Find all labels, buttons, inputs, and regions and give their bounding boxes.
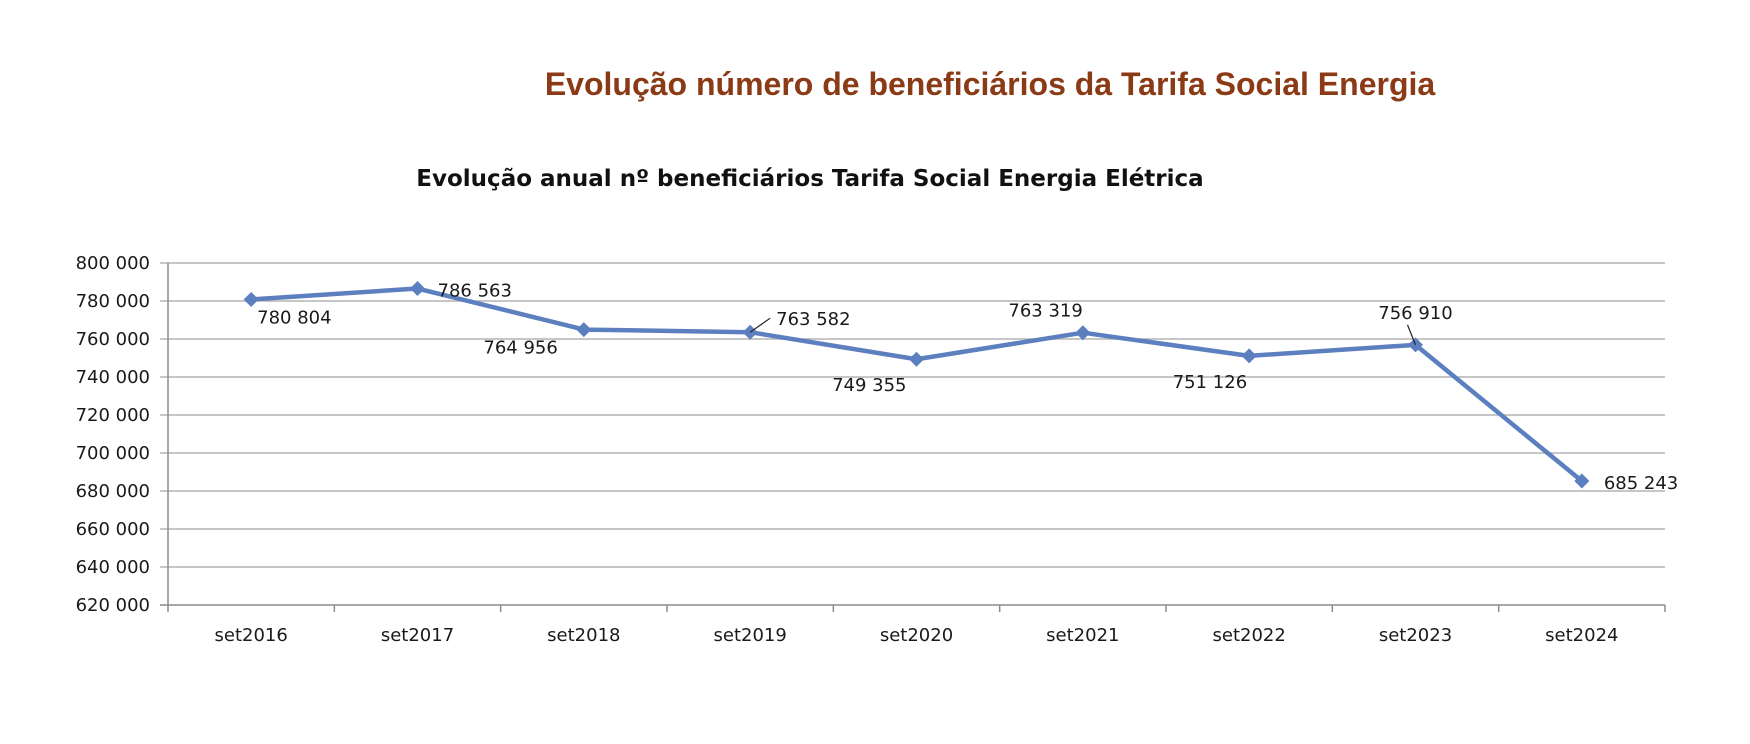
label-leader-line (1406, 324, 1417, 346)
x-axis-ticks: set2016 set2017 set2018 set2019 set2020 set20… (167, 605, 1666, 646)
x-tick-label: set2022 (1213, 625, 1286, 646)
x-tick-label: set2020 (880, 625, 953, 646)
data-label: 763 319 (1008, 301, 1082, 322)
x-tick-label: set2024 (1545, 625, 1618, 646)
data-point-marker (1574, 473, 1590, 489)
x-tick-label: set2016 (215, 625, 288, 646)
data-point-marker (1075, 325, 1091, 341)
data-label: 756 910 (1378, 303, 1452, 324)
data-label: 786 563 (438, 281, 512, 302)
y-tick-label: 620 000 (76, 595, 150, 616)
data-point-marker (1241, 348, 1257, 364)
data-label: 780 804 (257, 307, 331, 328)
y-tick-label: 700 000 (76, 443, 150, 464)
data-point-marker (909, 351, 924, 367)
x-tick-label: set2023 (1379, 625, 1452, 646)
page-heading: Evolução número de beneficiários da Tari… (544, 66, 1436, 102)
y-axis-ticks: 620 000 640 000 660 000 680 000 700 000 720 0… (76, 253, 150, 616)
data-label: 751 126 (1173, 372, 1247, 393)
x-tick-label: set2019 (714, 625, 787, 646)
y-tick-label: 640 000 (76, 557, 150, 578)
data-label: 685 243 (1604, 473, 1678, 494)
chart-title: Evolução anual nº beneficiários Tarifa S… (416, 166, 1204, 192)
x-tick-label: set2021 (1046, 625, 1119, 646)
y-tick-label: 800 000 (76, 253, 150, 274)
data-point-marker (243, 291, 259, 307)
x-tick-label: set2018 (547, 625, 620, 646)
data-label: 749 355 (832, 375, 906, 396)
data-point-marker (410, 281, 425, 297)
data-point-marker (576, 322, 592, 338)
data-label: 763 582 (776, 309, 850, 330)
y-tick-label: 660 000 (76, 519, 150, 540)
data-label: 764 956 (483, 338, 557, 359)
y-tick-label: 780 000 (76, 291, 150, 312)
label-leader-line (749, 317, 771, 333)
y-tick-label: 680 000 (76, 481, 150, 502)
y-tick-label: 760 000 (76, 329, 150, 350)
y-tick-label: 720 000 (76, 405, 150, 426)
y-tick-label: 740 000 (76, 367, 150, 388)
x-tick-label: set2017 (381, 625, 454, 646)
